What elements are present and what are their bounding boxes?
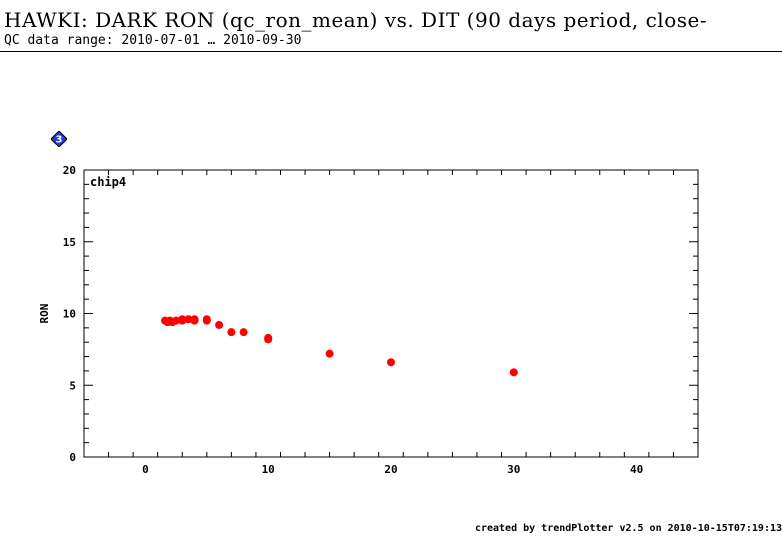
- data-point: [202, 315, 211, 324]
- data-point: [215, 320, 224, 329]
- data-range-subtitle: QC data range: 2010-07-01 … 2010-09-30: [4, 33, 302, 48]
- data-point: [178, 315, 187, 324]
- data-point: [264, 335, 273, 344]
- panel-label-chip4: chip4: [90, 175, 126, 189]
- y-tick-label: 0: [69, 451, 76, 464]
- x-tick-label: 0: [142, 463, 149, 476]
- plot-frame: [83, 169, 699, 458]
- x-tick-label: 10: [262, 463, 275, 476]
- data-point: [509, 368, 518, 377]
- data-point: [184, 315, 193, 324]
- badge-number: 3: [56, 135, 63, 146]
- diamond-badge-icon: 3: [50, 130, 68, 148]
- y-axis-label: RON: [38, 304, 51, 324]
- header-divider: [0, 51, 782, 52]
- y-tick-label: 10: [63, 308, 76, 321]
- y-tick-label: 20: [63, 164, 76, 177]
- x-tick-label: 40: [630, 463, 643, 476]
- footer-credit: created by trendPlotter v2.5 on 2010-10-…: [474, 523, 782, 534]
- y-tick-label: 5: [69, 379, 76, 392]
- data-point: [172, 316, 181, 325]
- data-point: [227, 328, 236, 337]
- x-tick-label: 20: [384, 463, 397, 476]
- axis-ticks: 0 10 20 30 40 0 5 10 15 20: [63, 164, 699, 476]
- data-point: [325, 349, 334, 358]
- data-point: [239, 328, 248, 337]
- chart-title: HAWKI: DARK RON (qc_ron_mean) vs. DIT (9…: [4, 8, 708, 32]
- x-tick-label: 30: [507, 463, 520, 476]
- data-point: [190, 315, 199, 324]
- y-tick-label: 15: [63, 236, 76, 249]
- data-point: [387, 358, 395, 367]
- data-points: [161, 315, 518, 377]
